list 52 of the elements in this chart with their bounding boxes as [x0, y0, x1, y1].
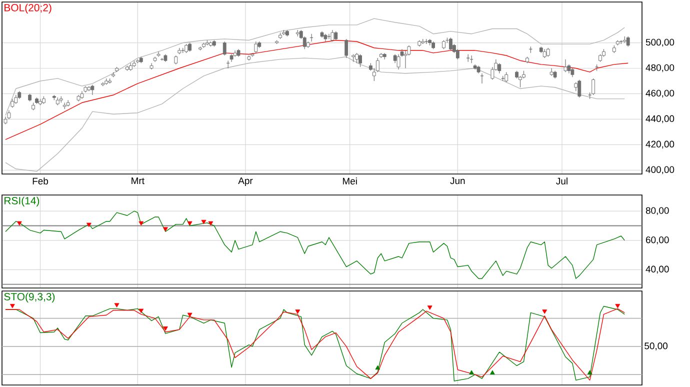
point: [138, 221, 144, 226]
candlestick: [504, 72, 508, 83]
candlestick: [626, 36, 630, 47]
x-tick-label: Mei: [342, 178, 357, 184]
x-tick-label: Mrt: [132, 178, 144, 184]
point: [163, 227, 168, 232]
y-tick-label: 440,00: [646, 115, 674, 124]
candlestick: [156, 51, 160, 58]
x-tick-label: Jul: [556, 178, 568, 184]
chart-title: RSI(14): [4, 196, 40, 206]
candlestick: [448, 37, 452, 51]
candlestick: [578, 79, 582, 98]
point: [375, 365, 380, 370]
point: [138, 308, 144, 314]
y-tick-label: 400,00: [646, 166, 674, 174]
y-tick-label: 500,00: [646, 38, 674, 47]
point: [427, 306, 432, 310]
candlestick: [330, 30, 334, 42]
y-tick-label: 420,00: [646, 140, 674, 149]
candlestick: [592, 78, 596, 96]
candlestick: [222, 41, 226, 56]
text: 50,00: [644, 342, 668, 350]
point: [615, 304, 620, 308]
point: [201, 220, 206, 224]
candlestick: [550, 68, 554, 76]
point: [587, 370, 592, 374]
point: [163, 326, 168, 331]
chart-title: BOL(20;2): [4, 4, 52, 14]
point: [86, 222, 92, 228]
y-tick-label: 460,00: [646, 90, 674, 98]
point: [16, 221, 22, 226]
point: [187, 221, 192, 226]
x-tick-label: Feb: [32, 178, 48, 184]
candlestick: [150, 62, 154, 70]
y-tick-label: 480,00: [646, 64, 674, 72]
y-tick-label: 40,00: [646, 266, 669, 274]
x-tick-label: Jun: [450, 178, 465, 184]
x-tick-label: Apr: [238, 178, 253, 186]
candlestick: [498, 62, 502, 74]
point: [542, 310, 548, 314]
chart-title: STO(9,3,3): [4, 292, 55, 302]
y-tick-label: 80,00: [646, 207, 669, 216]
point: [208, 221, 214, 226]
candlestick: [358, 54, 362, 68]
point: [490, 370, 495, 374]
candlestick: [344, 38, 348, 58]
candlestick: [564, 59, 568, 72]
candlestick: [254, 41, 258, 54]
point: [295, 310, 300, 314]
point: [469, 370, 474, 374]
candlestick: [355, 52, 358, 64]
y-tick-label: 60,00: [646, 236, 669, 244]
